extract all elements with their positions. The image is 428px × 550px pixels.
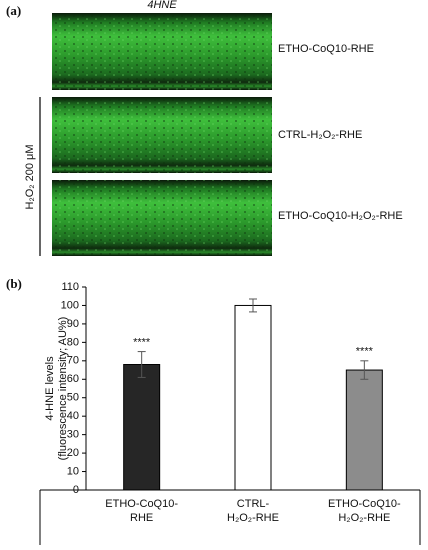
micrograph (52, 97, 272, 173)
x-tick-label: H₂O₂-RHE (338, 512, 390, 524)
bar-chart: 0 10 20 30 40 50 60 70 80 90 100 110 4-HNE levels (fl… (39, 281, 421, 545)
micrograph (52, 13, 272, 90)
y-axis-title: (fluorescence intensity; AU%) (57, 317, 69, 461)
y-tick-label: 90 (67, 318, 79, 330)
y-tick-label: 100 (61, 299, 79, 311)
y-tick-label: 110 (61, 281, 79, 293)
image-label: CTRL-H₂O₂-RHE (278, 129, 362, 141)
y-tick-label: 80 (67, 336, 79, 348)
y-tick-label: 10 (67, 465, 79, 477)
x-tick-label: CTRL- (237, 498, 270, 510)
y-tick-label: 40 (67, 410, 79, 422)
bar (123, 364, 161, 491)
significance-label: **** (133, 336, 151, 348)
x-tick-label: ETHO-CoQ10- (328, 498, 401, 510)
image-label: ETHO-CoQ10-RHE (278, 43, 374, 55)
stain-label: 4HNE (147, 0, 177, 11)
treatment-label: H₂O₂ 200 μM (24, 144, 36, 209)
y-axis-title: 4-HNE levels (44, 356, 56, 421)
panel-label: (a) (6, 3, 21, 18)
bar (234, 304, 272, 491)
y-tick-label: 70 (67, 355, 79, 367)
y-tick-label: 50 (67, 392, 79, 404)
panel-label: (b) (6, 276, 22, 291)
y-tick-label: 30 (67, 429, 79, 441)
y-tick-label: 60 (67, 373, 79, 385)
image-label: ETHO-CoQ10-H₂O₂-RHE (278, 210, 403, 222)
x-tick-label: RHE (130, 512, 153, 524)
x-tick-label: H₂O₂-RHE (227, 512, 279, 524)
y-tick-label: 20 (67, 447, 79, 459)
x-tick-label: ETHO-CoQ10- (105, 498, 178, 510)
significance-label: **** (356, 346, 374, 358)
y-tick-label: 0 (73, 484, 79, 496)
bar (345, 369, 383, 491)
micrograph (52, 180, 272, 256)
